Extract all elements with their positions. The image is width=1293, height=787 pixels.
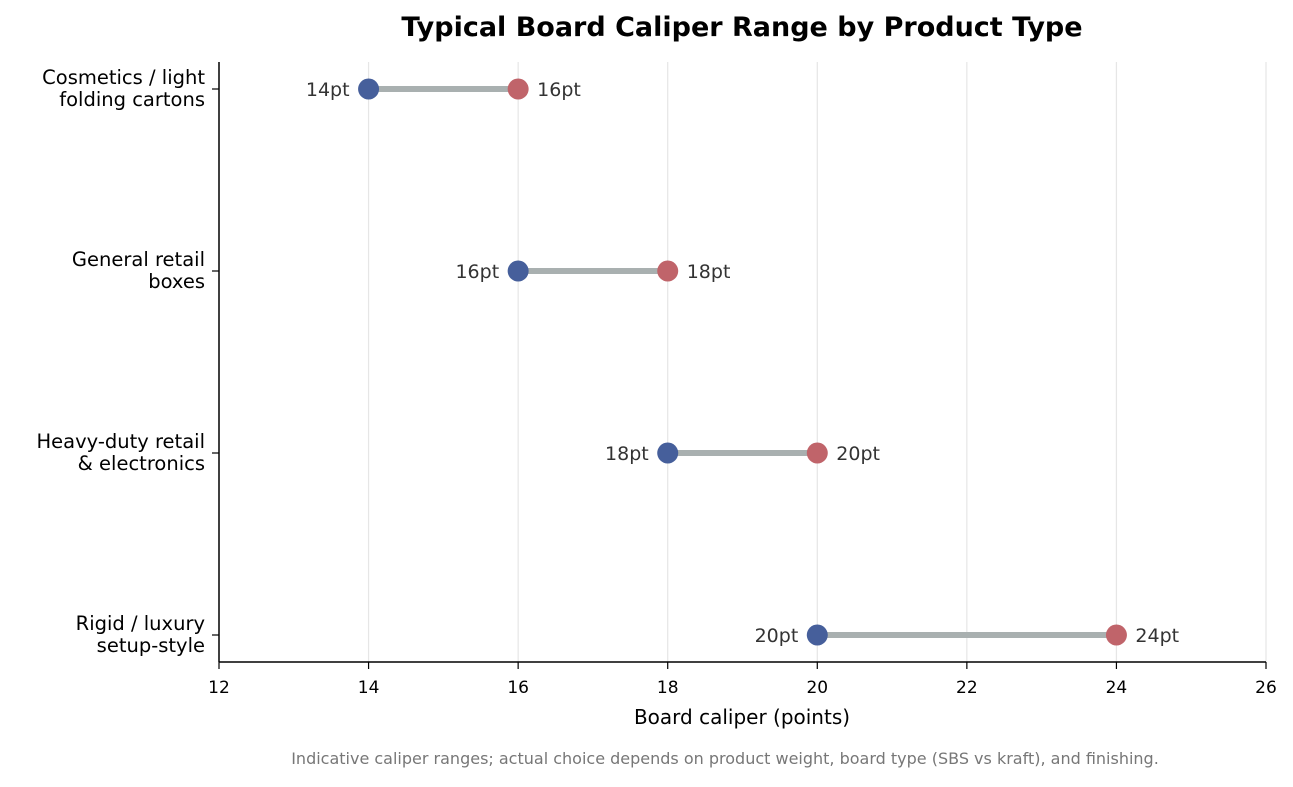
high-point [806, 442, 828, 464]
x-tick-label: 12 [208, 678, 230, 698]
low-value-label: 14pt [306, 79, 350, 101]
high-point [1105, 624, 1127, 646]
low-value-label: 16pt [455, 261, 499, 283]
high-value-label: 24pt [1135, 625, 1179, 647]
x-tick-label: 14 [358, 678, 380, 698]
y-tick-label: & electronics [78, 452, 205, 475]
high-value-label: 16pt [537, 79, 581, 101]
x-tick-label: 18 [657, 678, 679, 698]
x-axis-label: Board caliper (points) [634, 705, 850, 729]
x-tick-label: 22 [956, 678, 978, 698]
grid-lines [367, 62, 1267, 662]
high-value-label: 18pt [687, 261, 731, 283]
low-value-label: 20pt [755, 625, 799, 647]
y-tick-label: Heavy-duty retail [36, 430, 205, 453]
x-tick-label: 20 [806, 678, 828, 698]
high-value-label: 20pt [836, 443, 880, 465]
low-point [657, 442, 679, 464]
x-tick-label: 16 [507, 678, 529, 698]
footnote: Indicative caliper ranges; actual choice… [291, 749, 1159, 768]
y-tick-label: Rigid / luxury [76, 612, 205, 635]
y-tick-label: Cosmetics / light [42, 66, 205, 89]
low-point [358, 78, 380, 100]
y-tick-label: folding cartons [59, 88, 205, 111]
chart-title: Typical Board Caliper Range by Product T… [401, 12, 1082, 43]
axes: 12 14 16 18 20 22 24 26 Cosmetics / lightfolding… [36, 62, 1277, 698]
x-tick-label: 26 [1255, 678, 1277, 698]
low-point [806, 624, 828, 646]
range-connectors [368, 86, 1117, 638]
value-labels: 14pt 16pt 16pt 18pt 18pt 20pt 20pt 24pt [306, 79, 1179, 647]
high-point [507, 78, 529, 100]
range-endpoints [358, 78, 1127, 646]
low-point [507, 260, 529, 282]
y-tick-label: General retail [72, 248, 205, 271]
y-tick-label: setup-style [97, 634, 205, 657]
x-tick-label: 24 [1106, 678, 1128, 698]
low-value-label: 18pt [605, 443, 649, 465]
y-tick-label: boxes [148, 270, 205, 293]
high-point [657, 260, 679, 282]
